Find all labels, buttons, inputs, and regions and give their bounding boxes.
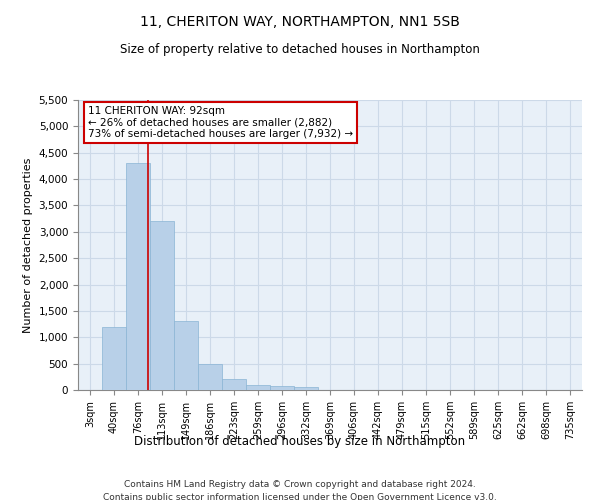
Bar (246, 384, 270, 390)
Bar (222, 380, 246, 390)
Text: Contains public sector information licensed under the Open Government Licence v3: Contains public sector information licen… (103, 492, 497, 500)
Bar (126, 164, 150, 390)
Y-axis label: Number of detached properties: Number of detached properties (23, 158, 33, 332)
Text: Distribution of detached houses by size in Northampton: Distribution of detached houses by size … (134, 435, 466, 448)
Bar (174, 322, 198, 390)
Text: Size of property relative to detached houses in Northampton: Size of property relative to detached ho… (120, 42, 480, 56)
Text: Contains HM Land Registry data © Crown copyright and database right 2024.: Contains HM Land Registry data © Crown c… (124, 480, 476, 489)
Bar (102, 326, 126, 390)
Bar (270, 386, 294, 390)
Bar (198, 364, 222, 390)
Bar (294, 388, 318, 390)
Text: 11 CHERITON WAY: 92sqm
← 26% of detached houses are smaller (2,882)
73% of semi-: 11 CHERITON WAY: 92sqm ← 26% of detached… (88, 106, 353, 139)
Bar (150, 222, 174, 390)
Text: 11, CHERITON WAY, NORTHAMPTON, NN1 5SB: 11, CHERITON WAY, NORTHAMPTON, NN1 5SB (140, 15, 460, 29)
